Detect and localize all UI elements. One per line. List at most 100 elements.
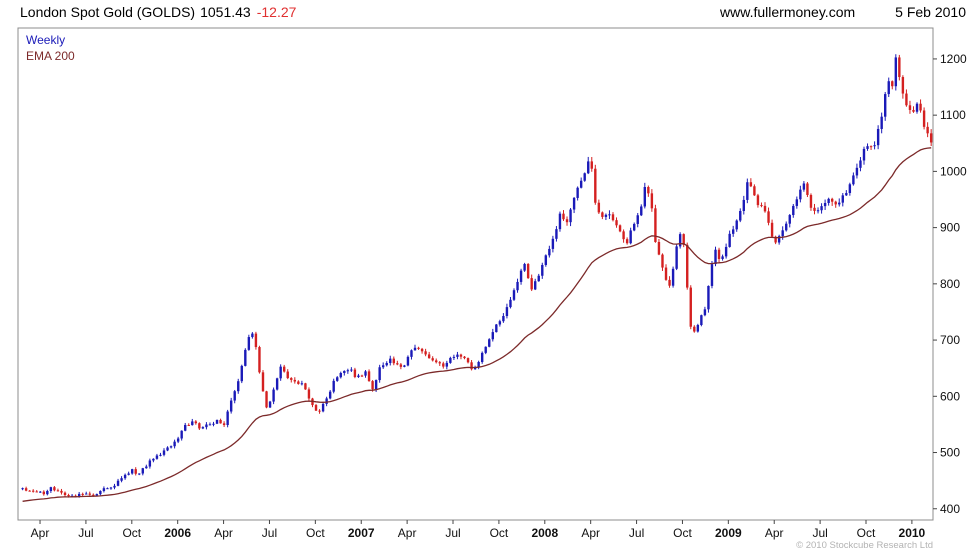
- candle-body-down: [622, 231, 625, 240]
- x-axis-tick-label: Jul: [812, 526, 827, 540]
- y-axis-tick-label: 900: [940, 221, 960, 235]
- candle-body-up: [339, 372, 342, 378]
- candle-body-down: [31, 490, 35, 492]
- candle-body-up: [820, 206, 823, 211]
- x-axis-tick-label: Oct: [673, 526, 692, 540]
- candle-body-up: [113, 485, 116, 488]
- candle-body-up: [99, 490, 102, 495]
- candle-body-down: [56, 490, 60, 492]
- candle-body-down: [222, 423, 226, 426]
- candle-body-down: [760, 205, 763, 207]
- chart-header-right: www.fullermoney.com 5 Feb 2010: [720, 4, 966, 20]
- candle-body-up: [184, 424, 187, 431]
- price-change: -12.27: [256, 4, 297, 20]
- candle-body-up: [505, 307, 509, 316]
- candle-body-down: [530, 278, 533, 290]
- candle-body-down: [686, 244, 689, 288]
- candle-body-up: [21, 488, 24, 490]
- candle-body-down: [60, 490, 63, 493]
- candle-body-up: [884, 94, 887, 117]
- candle-body-down: [526, 264, 530, 279]
- candle-body-up: [852, 175, 855, 185]
- candle-body-down: [717, 249, 721, 259]
- legend-weekly-label: Weekly: [26, 33, 65, 47]
- candle-body-up: [746, 182, 749, 200]
- candle-body-up: [229, 400, 233, 412]
- candle-body-up: [102, 488, 106, 491]
- y-axis-tick-label: 600: [940, 389, 960, 403]
- candle-body-up: [799, 189, 802, 200]
- candle-body-up: [173, 441, 176, 447]
- candle-body-up: [166, 447, 169, 451]
- candle-body-up: [346, 370, 350, 372]
- candle-body-up: [523, 264, 526, 271]
- candle-body-down: [664, 267, 668, 280]
- y-axis-tick-label: 800: [940, 277, 960, 291]
- candle-body-up: [49, 487, 53, 491]
- candle-body-down: [24, 488, 28, 491]
- candle-body-down: [905, 93, 908, 106]
- candle-body-up: [707, 285, 710, 310]
- x-axis-tick-label: Apr: [214, 526, 233, 540]
- candle-body-up: [604, 214, 608, 217]
- plot-border: [17, 27, 934, 521]
- candle-body-up: [452, 356, 456, 358]
- candle-body-up: [473, 367, 477, 370]
- candle-body-down: [615, 220, 618, 226]
- candle-body-up: [781, 230, 784, 237]
- candle-body-down: [470, 362, 473, 370]
- candle-body-down: [901, 77, 905, 94]
- candle-body-up: [109, 487, 113, 489]
- candle-body-up: [742, 199, 745, 211]
- candle-body-up: [502, 315, 505, 322]
- candle-body-up: [484, 346, 487, 353]
- x-axis-tick-label: Apr: [765, 526, 784, 540]
- candle-body-up: [551, 238, 555, 249]
- candle-body-up: [374, 380, 378, 390]
- candle-body-up: [275, 378, 279, 390]
- candle-body-down: [438, 362, 441, 364]
- candle-body-down: [689, 287, 692, 327]
- candle-body-up: [675, 246, 678, 269]
- candle-body-up: [191, 421, 194, 426]
- candle-body-down: [399, 364, 403, 367]
- x-axis: Apr Jul Oct 2006 Apr Jul Oct 2007 Apr Jul Oct 2008 A…: [31, 520, 926, 540]
- candle-body-down: [668, 279, 671, 286]
- x-axis-tick-label: 2008: [531, 526, 558, 540]
- candle-body-down: [661, 254, 664, 268]
- candle-body-down: [756, 195, 760, 206]
- chart-title: London Spot Gold (GOLDS): [20, 4, 196, 20]
- candle-body-up: [364, 371, 367, 376]
- candle-body-up: [46, 490, 49, 495]
- candle-body-up: [534, 281, 537, 290]
- candle-body-up: [491, 332, 494, 340]
- candle-body-up: [138, 473, 141, 475]
- candle-body-down: [297, 381, 300, 384]
- candle-body-up: [244, 349, 247, 366]
- candle-body-up: [576, 187, 579, 198]
- candle-body-up: [862, 148, 866, 161]
- x-axis-tick-label: Jul: [262, 526, 277, 540]
- candle-body-up: [731, 229, 735, 234]
- candle-body-up: [802, 183, 806, 190]
- candle-body-up: [176, 438, 180, 442]
- candle-body-up: [792, 205, 795, 216]
- candle-body-up: [795, 199, 799, 206]
- x-axis-tick-label: Oct: [490, 526, 509, 540]
- x-axis-tick-label: Oct: [122, 526, 141, 540]
- ema-line: [22, 147, 932, 502]
- candle-body-down: [770, 222, 774, 237]
- candle-body-down: [834, 201, 837, 205]
- candle-body-up: [357, 375, 360, 378]
- candle-body-down: [35, 491, 38, 493]
- candle-body-up: [123, 474, 127, 479]
- candle-body-down: [318, 410, 321, 412]
- candle-body-down: [919, 103, 922, 111]
- candle-body-up: [572, 197, 576, 210]
- candle-body-up: [381, 365, 385, 368]
- candle-body-down: [647, 187, 650, 194]
- candle-body-up: [845, 193, 848, 196]
- candle-body-up: [208, 424, 212, 426]
- x-axis-tick-label: 2009: [715, 526, 742, 540]
